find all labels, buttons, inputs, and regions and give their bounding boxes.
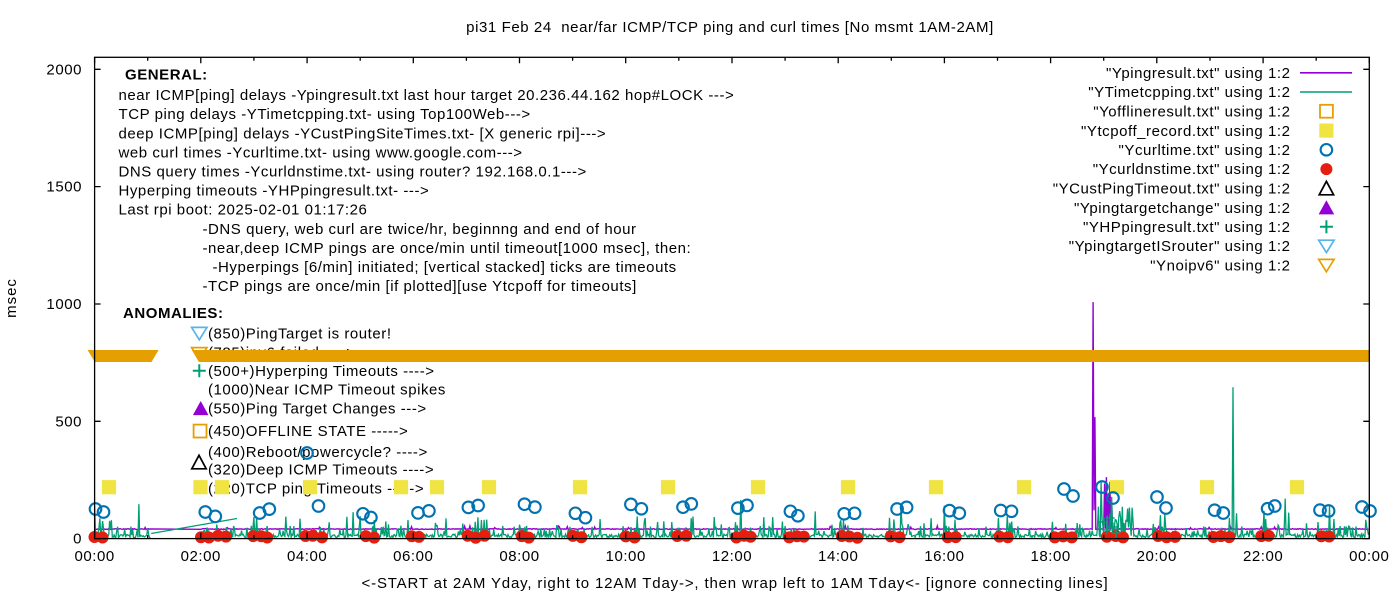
svg-text:500: 500 bbox=[55, 413, 82, 430]
svg-text:Hyperping timeouts -YHPpingres: Hyperping timeouts -YHPpingresult.txt- -… bbox=[119, 183, 430, 200]
svg-text:"Ypingtargetchange" using 1:2: "Ypingtargetchange" using 1:2 bbox=[1074, 200, 1290, 217]
svg-text:1500: 1500 bbox=[46, 179, 82, 196]
svg-text:"Ypingresult.txt" using 1:2: "Ypingresult.txt" using 1:2 bbox=[1106, 65, 1290, 82]
svg-text:(500+)Hyperping Timeouts ---->: (500+)Hyperping Timeouts ----> bbox=[208, 363, 435, 380]
svg-text:web curl times -Ycurltime.txt-: web curl times -Ycurltime.txt- using www… bbox=[118, 144, 523, 161]
svg-text:18:00: 18:00 bbox=[1030, 548, 1070, 565]
svg-text:12:00: 12:00 bbox=[712, 548, 752, 565]
svg-text:00:00: 00:00 bbox=[74, 548, 114, 565]
svg-text:-DNS query, web curl are twice: -DNS query, web curl are twice/hr, begin… bbox=[203, 221, 637, 238]
svg-text:"Ytcpoff_record.txt" using 1:2: "Ytcpoff_record.txt" using 1:2 bbox=[1081, 123, 1290, 140]
svg-text:"YHPpingresult.txt" using 1:2: "YHPpingresult.txt" using 1:2 bbox=[1083, 219, 1291, 236]
svg-text:"Ynoipv6" using 1:2: "Ynoipv6" using 1:2 bbox=[1150, 258, 1290, 275]
svg-text:-Hyperpings [6/min] initiated;: -Hyperpings [6/min] initiated; [vertical… bbox=[213, 259, 677, 276]
svg-text:"Ycurldnstime.txt" using 1:2: "Ycurldnstime.txt" using 1:2 bbox=[1093, 161, 1291, 178]
svg-text:04:00: 04:00 bbox=[287, 548, 327, 565]
svg-text:DNS query times -Ycurldnstime.: DNS query times -Ycurldnstime.txt- using… bbox=[119, 164, 587, 181]
svg-text:-near,deep ICMP pings are once: -near,deep ICMP pings are once/min until… bbox=[203, 240, 692, 257]
svg-text:(320)Deep ICMP Timeouts ---->: (320)Deep ICMP Timeouts ----> bbox=[208, 462, 434, 479]
svg-text:TCP ping delays -YTimetcpping.: TCP ping delays -YTimetcpping.txt- using… bbox=[119, 106, 531, 123]
svg-text:(1000)Near ICMP Timeout spikes: (1000)Near ICMP Timeout spikes bbox=[208, 382, 446, 399]
svg-text:pi31 Feb 24 near/far ICMP/TCP: pi31 Feb 24 near/far ICMP/TCP ping and c… bbox=[466, 19, 994, 36]
svg-text:2000: 2000 bbox=[46, 61, 82, 78]
svg-text:-TCP pings are once/min [if pl: -TCP pings are once/min [if plotted][use… bbox=[203, 278, 637, 295]
svg-text:02:00: 02:00 bbox=[181, 548, 221, 565]
svg-text:(450)OFFLINE STATE ----->: (450)OFFLINE STATE -----> bbox=[208, 423, 408, 440]
svg-text:0: 0 bbox=[73, 531, 82, 548]
svg-text:Last rpi boot: 2025-02-01 01:1: Last rpi boot: 2025-02-01 01:17:26 bbox=[119, 202, 368, 219]
svg-text:"Yofflineresult.txt" using 1:2: "Yofflineresult.txt" using 1:2 bbox=[1093, 104, 1290, 121]
svg-text:08:00: 08:00 bbox=[499, 548, 539, 565]
svg-text:GENERAL:: GENERAL: bbox=[125, 67, 208, 84]
svg-text:deep ICMP[ping] delays -YCustP: deep ICMP[ping] delays -YCustPingSiteTim… bbox=[119, 125, 607, 142]
svg-text:"YpingtargetISrouter" using 1:: "YpingtargetISrouter" using 1:2 bbox=[1069, 238, 1291, 255]
svg-text:14:00: 14:00 bbox=[818, 548, 858, 565]
svg-text:20:00: 20:00 bbox=[1137, 548, 1177, 565]
svg-text:00:00: 00:00 bbox=[1349, 548, 1389, 565]
svg-text:"YTimetcpping.txt" using 1:2: "YTimetcpping.txt" using 1:2 bbox=[1088, 84, 1290, 101]
svg-text:16:00: 16:00 bbox=[924, 548, 964, 565]
svg-text:1000: 1000 bbox=[46, 296, 82, 313]
svg-text:06:00: 06:00 bbox=[393, 548, 433, 565]
svg-text:(550)Ping Target Changes --->: (550)Ping Target Changes ---> bbox=[208, 401, 427, 418]
svg-text:ANOMALIES:: ANOMALIES: bbox=[123, 305, 224, 322]
svg-text:msec: msec bbox=[3, 278, 20, 318]
svg-text:"Ycurltime.txt" using 1:2: "Ycurltime.txt" using 1:2 bbox=[1119, 142, 1291, 159]
svg-text:<-START at 2AM Yday, right to: <-START at 2AM Yday, right to 12AM Tday-… bbox=[362, 575, 1109, 592]
svg-text:22:00: 22:00 bbox=[1243, 548, 1283, 565]
svg-text:near ICMP[ping] delays -Ypingr: near ICMP[ping] delays -Ypingresult.txt … bbox=[119, 87, 735, 104]
svg-text:(400)Reboot/powercycle? ---->: (400)Reboot/powercycle? ----> bbox=[208, 444, 428, 461]
svg-text:"YCustPingTimeout.txt" using 1: "YCustPingTimeout.txt" using 1:2 bbox=[1053, 181, 1291, 198]
svg-text:(850)PingTarget is router!: (850)PingTarget is router! bbox=[208, 326, 392, 343]
svg-text:10:00: 10:00 bbox=[606, 548, 646, 565]
